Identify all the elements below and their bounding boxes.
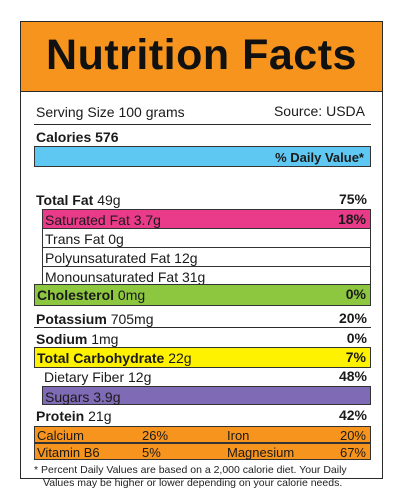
magnesium-pct: 67% [339,445,366,460]
nutrition-label: Nutrition Facts Serving Size 100 grams S… [20,21,383,489]
cholesterol-amount: 0mg [117,287,146,303]
vitamin-b6-pct: 5% [142,445,161,460]
protein-pct: 42% [338,407,367,423]
polyunsaturated-fat-row: Polyunsaturated Fat 12g [42,247,371,267]
magnesium-label: Magnesium [227,445,295,460]
carbohydrate-pct: 7% [345,349,366,365]
dietary-fiber-pct: 48% [338,368,367,384]
sodium-label: Sodium [36,331,88,347]
carbohydrate-amount: 22g [168,350,192,366]
sugars-text: Sugars 3.9g [45,389,121,405]
saturated-fat-text: Saturated Fat 3.7g [45,212,161,228]
footnote-line-2: Values may be higher or lower depending … [43,477,343,489]
potassium-label: Potassium [36,311,107,327]
monounsaturated-fat-text: Monounsaturated Fat 31g [45,269,206,285]
divider [34,124,371,125]
title-band: Nutrition Facts [21,22,382,92]
calories-row: Calories 576 [34,127,371,147]
serving-row: Serving Size 100 grams Source: USDA [34,103,371,121]
sodium-amount: 1mg [91,331,119,347]
protein-amount: 21g [88,408,112,424]
cholesterol-pct: 0% [345,286,366,302]
carbohydrate-row: Total Carbohydrate 22g 7% [34,347,371,368]
vitamin-b6-label: Vitamin B6 [37,445,100,460]
divider [34,327,371,328]
protein-label: Protein [36,408,85,424]
sugars-row: Sugars 3.9g [42,386,371,405]
calcium-pct: 26% [142,428,169,443]
protein-row: Protein 21g 42% [34,406,371,426]
saturated-fat-row: Saturated Fat 3.7g 18% [42,209,371,229]
cholesterol-label: Cholesterol [37,287,115,303]
cholesterol-row: Cholesterol 0mg 0% [34,284,371,306]
iron-pct: 20% [339,428,366,443]
monounsaturated-fat-row: Monounsaturated Fat 31g [42,266,371,286]
iron-label: Iron [227,428,250,443]
saturated-fat-pct: 18% [337,211,366,227]
total-fat-label: Total Fat [36,192,94,208]
serving-size: Serving Size 100 grams [36,104,185,120]
dietary-fiber-row: Dietary Fiber 12g 48% [42,367,371,386]
minerals-row-2: Vitamin B6 5% Magnesium 67% [34,443,371,460]
potassium-row: Potassium 705mg 20% [34,309,371,329]
potassium-amount: 705mg [110,311,154,327]
daily-value-header: % Daily Value* [34,146,371,167]
daily-value-label: % Daily Value* [275,150,364,165]
polyunsaturated-fat-text: Polyunsaturated Fat 12g [45,250,198,266]
trans-fat-row: Trans Fat 0g [42,228,371,248]
carbohydrate-label: Total Carbohydrate [37,350,165,366]
sodium-row: Sodium 1mg 0% [34,329,371,349]
footnote-line-1: * Percent Daily Values are based on a 2,… [34,464,347,476]
minerals-row-1: Calcium 26% Iron 20% [34,426,371,443]
trans-fat-text: Trans Fat 0g [45,231,124,247]
footnote: * Percent Daily Values are based on a 2,… [34,464,371,490]
dietary-fiber-text: Dietary Fiber 12g [44,369,152,385]
total-fat-pct: 75% [338,191,367,207]
total-fat-amount: 49g [97,192,121,208]
calories-text: Calories 576 [36,129,119,145]
label-title: Nutrition Facts [46,31,357,79]
total-fat-row: Total Fat 49g 75% [34,190,371,209]
data-source: Source: USDA [273,103,365,119]
potassium-pct: 20% [338,310,367,326]
calcium-label: Calcium [37,428,84,443]
sodium-pct: 0% [346,330,367,346]
